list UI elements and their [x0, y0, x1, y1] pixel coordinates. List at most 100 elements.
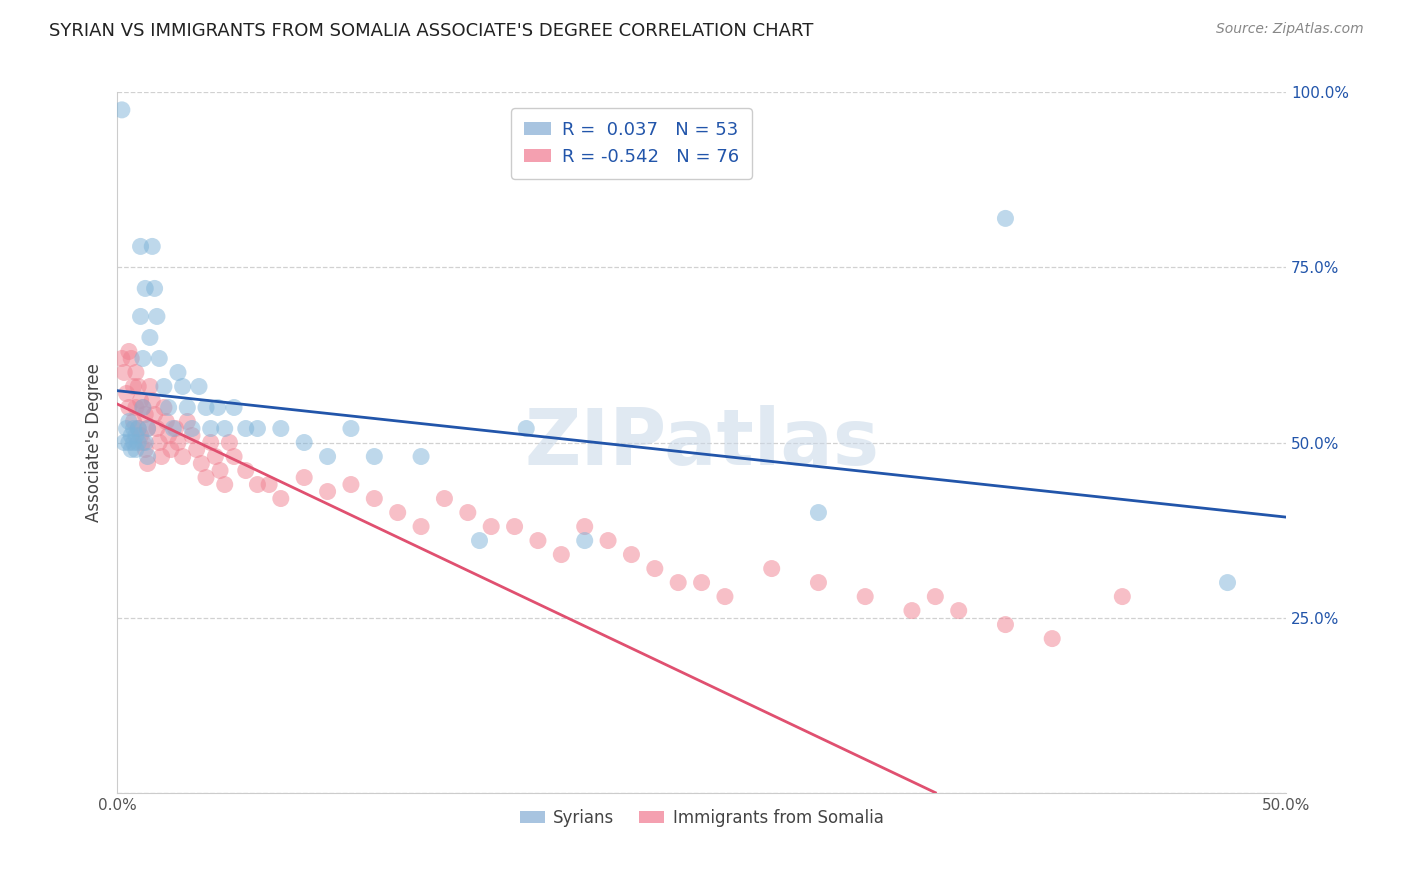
Point	[132, 401, 155, 415]
Point	[127, 421, 149, 435]
Point	[122, 415, 145, 429]
Point	[457, 506, 479, 520]
Point	[132, 401, 155, 415]
Point	[129, 239, 152, 253]
Point	[153, 401, 176, 415]
Point	[141, 239, 163, 253]
Point	[409, 519, 432, 533]
Point	[125, 366, 148, 380]
Point	[807, 575, 830, 590]
Point	[204, 450, 226, 464]
Point	[176, 401, 198, 415]
Point	[146, 421, 169, 435]
Point	[139, 379, 162, 393]
Point	[596, 533, 619, 548]
Point	[132, 351, 155, 366]
Point	[141, 393, 163, 408]
Point	[644, 561, 666, 575]
Point	[363, 450, 385, 464]
Point	[146, 310, 169, 324]
Point	[127, 379, 149, 393]
Point	[181, 428, 204, 442]
Point	[127, 421, 149, 435]
Point	[129, 310, 152, 324]
Point	[190, 457, 212, 471]
Point	[120, 428, 142, 442]
Point	[292, 435, 315, 450]
Point	[127, 435, 149, 450]
Point	[120, 351, 142, 366]
Point	[111, 351, 134, 366]
Y-axis label: Associate's Degree: Associate's Degree	[86, 363, 103, 522]
Point	[690, 575, 713, 590]
Point	[235, 463, 257, 477]
Point	[172, 379, 194, 393]
Point	[195, 401, 218, 415]
Point	[136, 457, 159, 471]
Point	[143, 281, 166, 295]
Point	[129, 428, 152, 442]
Point	[162, 421, 184, 435]
Point	[165, 421, 187, 435]
Point	[479, 519, 502, 533]
Point	[257, 477, 280, 491]
Point	[214, 477, 236, 491]
Point	[340, 477, 363, 491]
Point	[176, 415, 198, 429]
Point	[1216, 575, 1239, 590]
Point	[924, 590, 946, 604]
Text: Source: ZipAtlas.com: Source: ZipAtlas.com	[1216, 22, 1364, 37]
Point	[246, 421, 269, 435]
Point	[136, 421, 159, 435]
Point	[316, 484, 339, 499]
Point	[155, 415, 177, 429]
Point	[270, 421, 292, 435]
Point	[122, 435, 145, 450]
Point	[122, 421, 145, 435]
Point	[207, 401, 229, 415]
Point	[157, 428, 180, 442]
Point	[181, 421, 204, 435]
Legend: Syrians, Immigrants from Somalia: Syrians, Immigrants from Somalia	[513, 802, 890, 833]
Point	[112, 435, 135, 450]
Point	[134, 435, 156, 450]
Point	[853, 590, 876, 604]
Text: SYRIAN VS IMMIGRANTS FROM SOMALIA ASSOCIATE'S DEGREE CORRELATION CHART: SYRIAN VS IMMIGRANTS FROM SOMALIA ASSOCI…	[49, 22, 814, 40]
Point	[157, 401, 180, 415]
Point	[1040, 632, 1063, 646]
Point	[129, 393, 152, 408]
Point	[292, 470, 315, 484]
Point	[195, 470, 218, 484]
Point	[160, 442, 183, 457]
Point	[527, 533, 550, 548]
Point	[807, 506, 830, 520]
Point	[340, 421, 363, 435]
Point	[433, 491, 456, 506]
Point	[200, 421, 222, 435]
Point	[761, 561, 783, 575]
Point	[118, 435, 141, 450]
Point	[134, 281, 156, 295]
Point	[120, 442, 142, 457]
Point	[503, 519, 526, 533]
Point	[125, 428, 148, 442]
Point	[118, 401, 141, 415]
Point	[666, 575, 689, 590]
Point	[111, 103, 134, 117]
Point	[125, 401, 148, 415]
Point	[270, 491, 292, 506]
Point	[150, 450, 173, 464]
Point	[125, 442, 148, 457]
Point	[122, 379, 145, 393]
Point	[235, 421, 257, 435]
Point	[550, 548, 572, 562]
Point	[901, 604, 924, 618]
Point	[574, 519, 596, 533]
Text: ZIPatlas: ZIPatlas	[524, 404, 879, 481]
Point	[409, 450, 432, 464]
Point	[148, 351, 170, 366]
Point	[363, 491, 385, 506]
Point	[136, 450, 159, 464]
Point	[139, 330, 162, 344]
Point	[714, 590, 737, 604]
